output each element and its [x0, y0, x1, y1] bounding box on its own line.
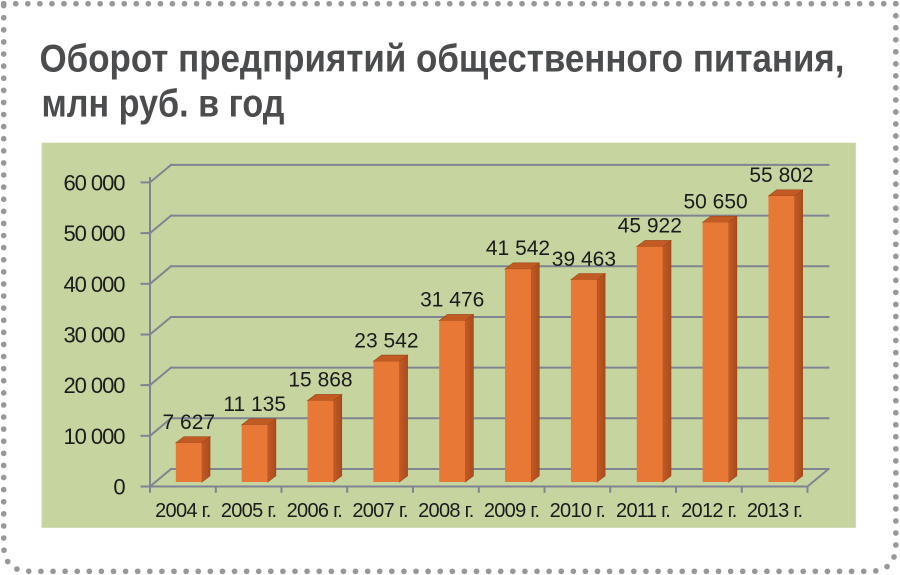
svg-text:10 000: 10 000	[64, 424, 126, 449]
svg-text:7 627: 7 627	[163, 411, 216, 434]
svg-text:2010 г.: 2010 г.	[550, 500, 606, 522]
svg-text:31 476: 31 476	[420, 289, 484, 312]
svg-text:2012 г.: 2012 г.	[681, 500, 737, 522]
svg-text:Оборот предприятий общественно: Оборот предприятий общественного питания…	[40, 37, 845, 80]
svg-text:50 000: 50 000	[64, 221, 126, 246]
svg-text:2009 г.: 2009 г.	[484, 500, 540, 522]
svg-text:20 000: 20 000	[64, 373, 126, 398]
svg-text:15 868: 15 868	[288, 369, 352, 392]
svg-text:40 000: 40 000	[64, 272, 126, 297]
svg-text:0: 0	[113, 475, 125, 500]
svg-text:30 000: 30 000	[64, 323, 126, 348]
svg-text:39 463: 39 463	[552, 248, 616, 271]
svg-text:2008 г.: 2008 г.	[418, 500, 474, 522]
svg-text:2004 г.: 2004 г.	[155, 500, 211, 522]
svg-text:11 135: 11 135	[223, 393, 286, 416]
svg-text:2011 г.: 2011 г.	[616, 500, 670, 522]
svg-text:2013 г.: 2013 г.	[747, 500, 803, 522]
svg-text:2005 г.: 2005 г.	[221, 500, 277, 522]
svg-text:60 000: 60 000	[64, 170, 126, 195]
svg-text:23 542: 23 542	[354, 329, 418, 352]
svg-text:55 802: 55 802	[749, 164, 813, 187]
svg-text:млн руб. в год: млн руб. в год	[42, 83, 285, 126]
svg-text:50 650: 50 650	[683, 190, 747, 213]
svg-text:2006 г.: 2006 г.	[287, 500, 343, 522]
svg-text:41 542: 41 542	[486, 237, 550, 260]
svg-text:45 922: 45 922	[618, 215, 682, 238]
svg-text:2007 г.: 2007 г.	[352, 500, 408, 522]
